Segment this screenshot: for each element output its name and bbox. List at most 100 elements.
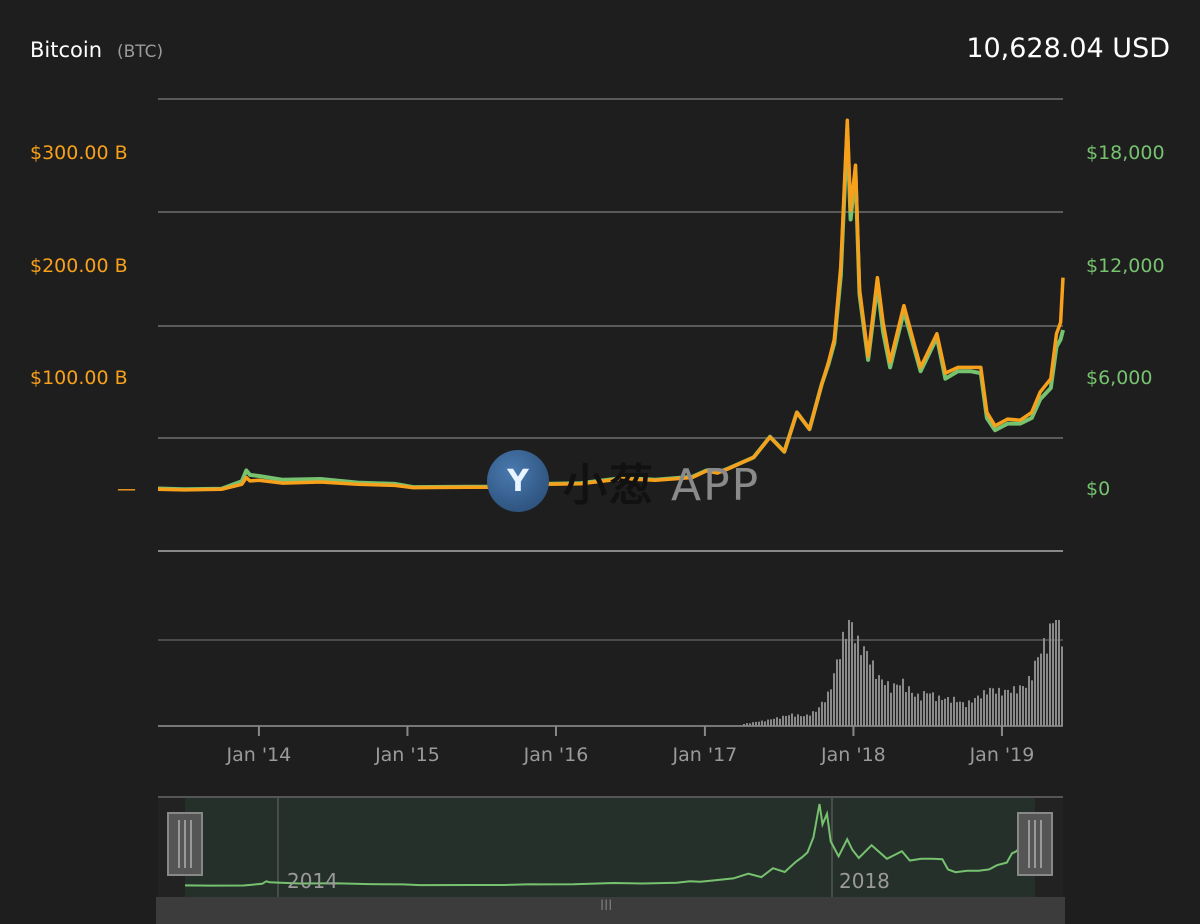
- volume-bar: [911, 692, 913, 726]
- volume-bar: [914, 696, 916, 726]
- volume-bar: [1019, 685, 1021, 726]
- volume-bar: [962, 702, 964, 726]
- volume-bar: [755, 721, 757, 726]
- watermark-en: APP: [671, 460, 761, 511]
- volume-bar: [1043, 638, 1045, 726]
- y-right-tick: $6,000: [1086, 367, 1153, 389]
- volume-bar: [770, 719, 772, 726]
- volume-bar: [983, 690, 985, 726]
- volume-bar: [1049, 623, 1051, 726]
- volume-bar: [941, 699, 943, 726]
- volume-bar: [827, 691, 829, 726]
- watermark: Y 小葱 APP: [487, 450, 760, 512]
- coin-name: Bitcoin: [30, 38, 103, 62]
- volume-bar: [998, 687, 1000, 726]
- volume-bar: [746, 723, 748, 726]
- volume-bar: [977, 695, 979, 726]
- volume-bar: [995, 693, 997, 726]
- volume-bar: [1013, 686, 1015, 726]
- volume-bar: [920, 700, 922, 726]
- volume-bar: [896, 684, 898, 726]
- volume-bar: [1001, 695, 1003, 726]
- volume-bar: [989, 687, 991, 726]
- volume-bar: [782, 715, 784, 726]
- volume-bar: [794, 716, 796, 726]
- volume-bar: [797, 714, 799, 726]
- volume-bar: [836, 659, 838, 726]
- volume-bar: [752, 722, 754, 726]
- volume-bar: [1028, 676, 1030, 726]
- volume-bar: [833, 673, 835, 726]
- volume-bar: [809, 715, 811, 726]
- y-right-tick: $0: [1086, 478, 1111, 500]
- coin-price: 10,628.04 USD: [966, 33, 1170, 64]
- volume-bar: [854, 643, 856, 726]
- market-cap-line: [157, 118, 1065, 492]
- volume-bar: [917, 693, 919, 726]
- volume-bar: [944, 698, 946, 726]
- volume-bar: [959, 701, 961, 726]
- volume-bar: [848, 620, 850, 726]
- volume-bar: [887, 681, 889, 726]
- volume-bar: [1052, 623, 1054, 726]
- volume-bar: [860, 655, 862, 726]
- volume-bar: [1058, 620, 1060, 726]
- navigator-price-line: [184, 803, 1019, 887]
- volume-bar: [974, 698, 976, 726]
- volume-bar: [1034, 660, 1036, 726]
- volume-bar: [842, 631, 844, 726]
- y-left-tick: $200.00 B: [30, 255, 128, 277]
- y-right-tick: $18,000: [1086, 142, 1165, 164]
- volume-bar: [1040, 653, 1042, 726]
- x-tick-label: Jan '15: [375, 744, 440, 766]
- y-right-tick: $12,000: [1086, 255, 1165, 277]
- watermark-text: 小葱 APP: [563, 449, 760, 513]
- volume-bar: [803, 716, 805, 726]
- volume-bar: [1016, 693, 1018, 726]
- volume-bar: [881, 679, 883, 726]
- x-tick-label: Jan '14: [226, 744, 292, 766]
- volume-bar: [890, 692, 892, 726]
- navigator-year-label: 2014: [287, 869, 338, 893]
- volume-bar: [1004, 689, 1006, 726]
- volume-bar: [947, 697, 949, 726]
- volume-bar: [779, 718, 781, 726]
- x-tick-label: Jan '19: [969, 744, 1035, 766]
- volume-bar: [806, 714, 808, 726]
- volume-bar: [764, 721, 766, 726]
- scrollbar-grip[interactable]: III: [600, 898, 613, 914]
- volume-bar: [899, 685, 901, 726]
- volume-bar: [893, 683, 895, 726]
- volume-bar: [812, 711, 814, 726]
- volume-bar: [866, 651, 868, 726]
- volume-bar: [761, 720, 763, 726]
- volume-bar: [767, 719, 769, 726]
- volume-bar: [785, 716, 787, 726]
- volume-bar: [968, 700, 970, 726]
- x-tick-label: Jan '16: [523, 744, 589, 766]
- volume-bar: [923, 691, 925, 726]
- price-line: [157, 127, 1065, 492]
- volume-bar: [956, 702, 958, 726]
- volume-bar: [932, 692, 934, 726]
- volume-bar: [845, 638, 847, 726]
- volume-bar: [1007, 689, 1009, 726]
- volume-bar: [818, 707, 820, 726]
- volume-bar: [905, 692, 907, 726]
- volume-bar: [821, 701, 823, 726]
- volume-bar: [875, 678, 877, 726]
- y-left-tick: $300.00 B: [30, 142, 128, 164]
- y-left-tick: $100.00 B: [30, 367, 128, 389]
- volume-bar: [938, 695, 940, 726]
- volume-bar: [749, 723, 751, 726]
- volume-bar: [863, 646, 865, 726]
- volume-bar: [878, 675, 880, 726]
- volume-bar: [788, 715, 790, 726]
- volume-bar: [935, 701, 937, 726]
- volume-bar: [1010, 692, 1012, 726]
- volume-bar: [824, 702, 826, 726]
- volume-bar: [1061, 646, 1063, 726]
- volume-bar: [800, 716, 802, 726]
- volume-bar: [839, 659, 841, 726]
